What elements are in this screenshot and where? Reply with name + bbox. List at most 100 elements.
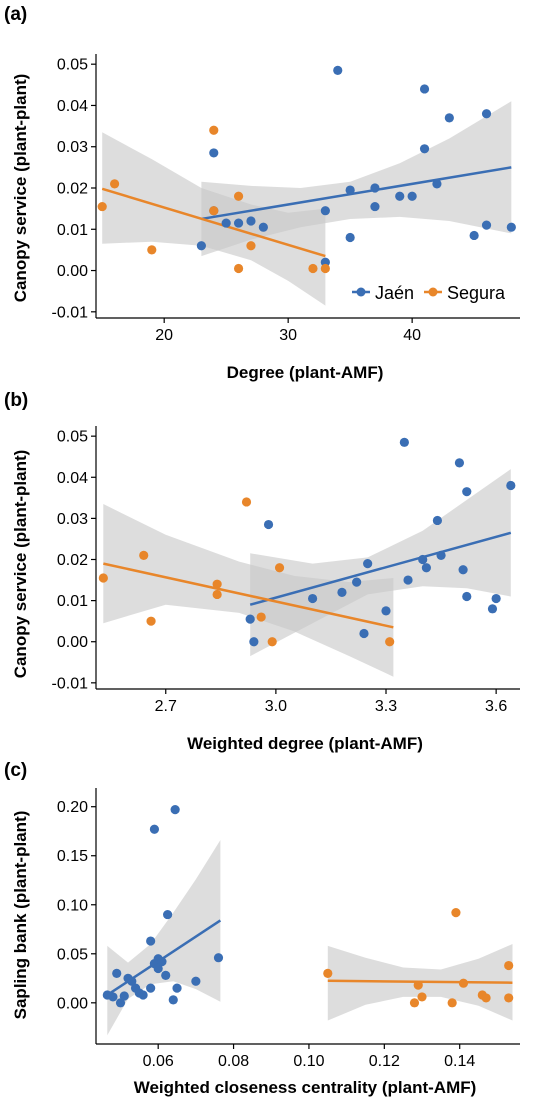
panel-c-jaen-point xyxy=(170,805,180,815)
panel-a-jaen-fit-line xyxy=(201,166,512,221)
panel-a-label: (a) xyxy=(4,4,27,25)
panel-c-segura-point xyxy=(447,998,457,1008)
panel-a-x-tick-label: 30 xyxy=(279,327,297,344)
panel-c-jaen-point xyxy=(108,992,118,1002)
panel-a-y-tick-label: 0.00 xyxy=(57,263,88,280)
panel-c-x-tick-label: 0.06 xyxy=(143,1053,174,1070)
panel-a-jaen-point xyxy=(469,230,479,241)
panel-c-y-tick-label: 0.20 xyxy=(57,799,88,816)
panel-a-y-axis-title: Canopy service (plant-plant) xyxy=(11,74,30,303)
panel-a-segura-point xyxy=(246,241,256,251)
panel-a-jaen-point xyxy=(345,232,355,243)
panel-b-jaen-point xyxy=(399,437,409,447)
panel-c-jaen-confidence-band xyxy=(107,840,221,1036)
panel-c-jaen-point xyxy=(172,983,182,993)
panel-a-jaen-point xyxy=(209,148,219,158)
panel-a-jaen-point xyxy=(506,222,516,232)
panel-b-segura-point xyxy=(146,616,156,626)
panel-c-jaen-point xyxy=(153,963,163,974)
panel-a-y-tick-label: 0.05 xyxy=(57,57,88,74)
panel-a-segura-point xyxy=(109,179,120,189)
panel-b-x-axis-title: Weighted degree (plant-AMF) xyxy=(187,734,423,753)
panel-b-x-tick-label: 3.0 xyxy=(265,698,287,715)
panel-c-x-tick-label: 0.10 xyxy=(293,1053,324,1070)
panel-a-segura-point xyxy=(147,245,157,255)
panel-c-segura-point xyxy=(409,998,420,1008)
panel-a-plot-area: -0.01 0.00 0.01 0.02 0.03 0.04 0.05 20 30 40 xyxy=(52,54,520,344)
panel-c: (c) 0.00 0.05 0.10 0.15 0.20 0.06 0.08 0.10 0.12… xyxy=(4,760,520,1097)
panel-b: (b) -0.01 0.00 0.01 0.02 0.03 0.04 0.05 2.7 3.0 3… xyxy=(4,390,520,753)
panel-a-jaen-point xyxy=(432,179,442,189)
panel-c-jaen-point xyxy=(119,991,129,1001)
panel-c-y-tick-label: 0.15 xyxy=(57,848,88,865)
panel-b-y-tick-label: 0.00 xyxy=(57,634,88,651)
panel-c-jaen-point xyxy=(213,953,224,963)
panel-b-y-tick-label: 0.04 xyxy=(57,470,88,487)
panel-b-segura-point xyxy=(385,637,395,647)
panel-a-jaen-point xyxy=(320,206,330,216)
panel-b-jaen-point xyxy=(436,550,446,560)
panel-b-y-tick-label: 0.02 xyxy=(57,552,88,569)
panel-c-segura-point xyxy=(481,993,491,1003)
panel-c-y-axis-title: Sapling bank (plant-plant) xyxy=(11,811,30,1020)
panel-c-jaen-point xyxy=(157,957,167,967)
panel-c-jaen-point xyxy=(163,909,173,920)
panel-c-x-tick-label: 0.14 xyxy=(444,1053,475,1070)
panel-c-jaen-point xyxy=(127,976,137,986)
panel-a-jaen-point xyxy=(407,191,417,201)
legend-jaen-label: Jaén xyxy=(375,283,414,303)
panel-c-jaen-point xyxy=(146,936,156,946)
panel-b-segura-point xyxy=(267,637,277,647)
panel-c-y-tick-label: 0.05 xyxy=(57,946,88,963)
panel-b-jaen-point xyxy=(263,519,274,530)
panel-b-y-tick-label: -0.01 xyxy=(52,675,89,692)
panel-b-x-tick-label: 3.6 xyxy=(485,698,507,715)
panel-b-segura-point xyxy=(241,497,252,507)
panel-a-segura-point xyxy=(308,263,318,274)
panel-a-y-tick-label: 0.04 xyxy=(57,98,88,115)
panel-b-segura-point xyxy=(212,579,222,589)
panel-c-jaen-point xyxy=(161,970,171,980)
panel-a-segura-point xyxy=(209,206,219,216)
panel-b-segura-confidence-band xyxy=(103,504,394,677)
panel-a-jaen-point xyxy=(481,109,492,119)
panel-b-jaen-point xyxy=(421,563,431,573)
panel-b-x-tick-label: 3.3 xyxy=(375,698,397,715)
panel-b-plot-area: -0.01 0.00 0.01 0.02 0.03 0.04 0.05 2.7 3.0 3.3 3.… xyxy=(52,426,520,715)
panel-a-jaen-point xyxy=(246,216,256,226)
panel-c-jaen-point xyxy=(138,990,148,1000)
panel-b-y-tick-label: 0.01 xyxy=(57,593,88,610)
panel-a-jaen-point xyxy=(196,241,206,251)
panel-b-y-axis-title: Canopy service (plant-plant) xyxy=(11,450,30,679)
panel-a-jaen-point xyxy=(444,113,454,123)
panel-a-segura-point xyxy=(233,263,244,274)
panel-a-x-tick-label: 40 xyxy=(403,327,421,344)
panel-b-jaen-point xyxy=(462,591,472,602)
panel-b-jaen-point xyxy=(245,614,255,624)
panel-b-y-tick-label: 0.05 xyxy=(57,429,88,446)
panel-b-label: (b) xyxy=(4,390,28,411)
panel-a-x-tick-label: 20 xyxy=(155,327,173,344)
panel-a-jaen-point xyxy=(395,191,405,201)
panel-a-jaen-point xyxy=(370,201,380,212)
panel-c-segura-point xyxy=(458,978,469,988)
panel-c-x-tick-label: 0.08 xyxy=(218,1053,249,1070)
legend: Jaén Segura xyxy=(352,283,506,303)
panel-b-jaen-point xyxy=(352,577,362,587)
panel-a-jaen-point xyxy=(258,222,268,232)
panel-b-segura-point xyxy=(274,563,285,573)
legend-jaen-marker xyxy=(356,287,366,297)
panel-a-segura-confidence-band xyxy=(102,132,326,306)
panel-c-x-axis-title: Weighted closeness centrality (plant-AMF… xyxy=(134,1078,477,1097)
panel-a-jaen-point xyxy=(419,84,430,94)
panel-b-jaen-point xyxy=(307,593,318,604)
panel-b-jaen-point xyxy=(487,604,498,614)
panel-b-jaen-point xyxy=(462,487,472,497)
panel-c-jaen-point xyxy=(149,824,160,834)
panel-b-segura-point xyxy=(212,589,222,600)
panel-c-segura-point xyxy=(323,968,333,979)
panel-c-jaen-point xyxy=(146,983,156,993)
panel-b-jaen-point xyxy=(458,565,468,575)
panel-b-jaen-point xyxy=(418,554,428,565)
